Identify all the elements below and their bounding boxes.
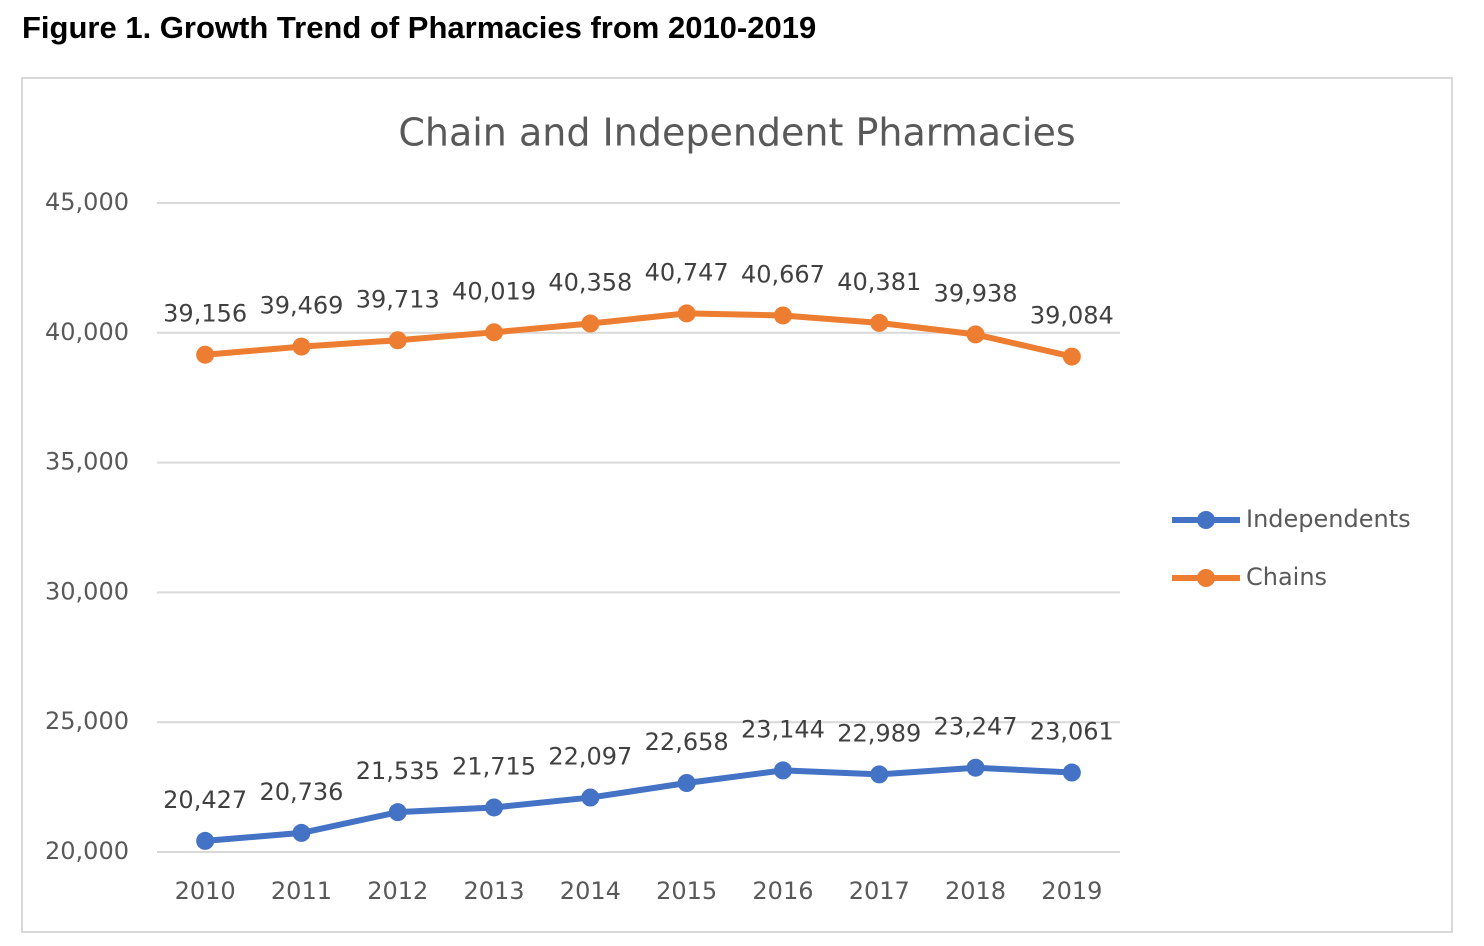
data-label: 21,715 [452,752,536,780]
x-tick-label: 2017 [849,877,910,905]
data-point [773,761,792,780]
data-point [485,798,504,817]
y-tick-label: 40,000 [45,318,129,346]
chart-border [21,77,1453,933]
y-tick-label: 25,000 [45,707,129,735]
y-tick-label: 35,000 [45,448,129,476]
data-point [870,765,889,784]
data-label: 40,747 [645,258,729,286]
data-label: 39,469 [259,292,343,320]
chart-title: Chain and Independent Pharmacies [398,111,1075,155]
x-tick-label: 2012 [367,877,428,905]
x-tick-label: 2013 [464,877,525,905]
data-label: 39,084 [1030,302,1114,330]
x-tick-label: 2018 [945,877,1006,905]
data-label: 39,713 [356,285,440,313]
x-tick-label: 2014 [560,877,621,905]
data-point [485,323,504,342]
data-label: 23,061 [1030,718,1114,746]
data-point [1062,347,1081,366]
data-point [677,773,696,792]
data-label: 22,658 [645,728,729,756]
data-point [388,803,407,822]
data-label: 22,097 [548,743,632,771]
legend-marker [1197,511,1215,529]
data-label: 40,667 [741,260,825,288]
data-label: 23,247 [934,713,1018,741]
data-label: 22,989 [837,719,921,747]
data-point [581,788,600,807]
data-point [581,314,600,333]
data-point [677,304,696,323]
legend-marker [1197,569,1215,587]
y-tick-label: 45,000 [45,188,129,216]
data-label: 40,019 [452,277,536,305]
data-label: 23,144 [741,715,825,743]
figure-title: Figure 1. Growth Trend of Pharmacies fro… [22,10,817,45]
data-point [196,831,215,850]
data-point [870,313,889,332]
x-tick-label: 2019 [1041,877,1102,905]
data-label: 40,358 [548,269,632,297]
x-tick-label: 2015 [656,877,717,905]
data-point [196,345,215,364]
data-point [292,337,311,356]
x-tick-label: 2010 [175,877,236,905]
data-point [388,331,407,350]
data-label: 20,427 [163,786,247,814]
series-line [204,310,1073,360]
data-label: 39,156 [163,300,247,328]
data-label: 21,535 [356,757,440,785]
x-tick-label: 2011 [271,877,332,905]
data-point [773,306,792,325]
data-label: 39,938 [934,279,1018,307]
data-label: 40,381 [837,268,921,296]
x-tick-label: 2016 [752,877,813,905]
data-point [292,823,311,842]
y-tick-label: 30,000 [45,577,129,605]
data-label: 20,736 [259,778,343,806]
data-point [966,325,985,344]
data-point [1062,763,1081,782]
legend-label: Chains [1246,563,1327,591]
legend-label: Independents [1246,505,1411,533]
data-point [966,758,985,777]
series-line [204,764,1073,844]
y-tick-label: 20,000 [45,837,129,865]
